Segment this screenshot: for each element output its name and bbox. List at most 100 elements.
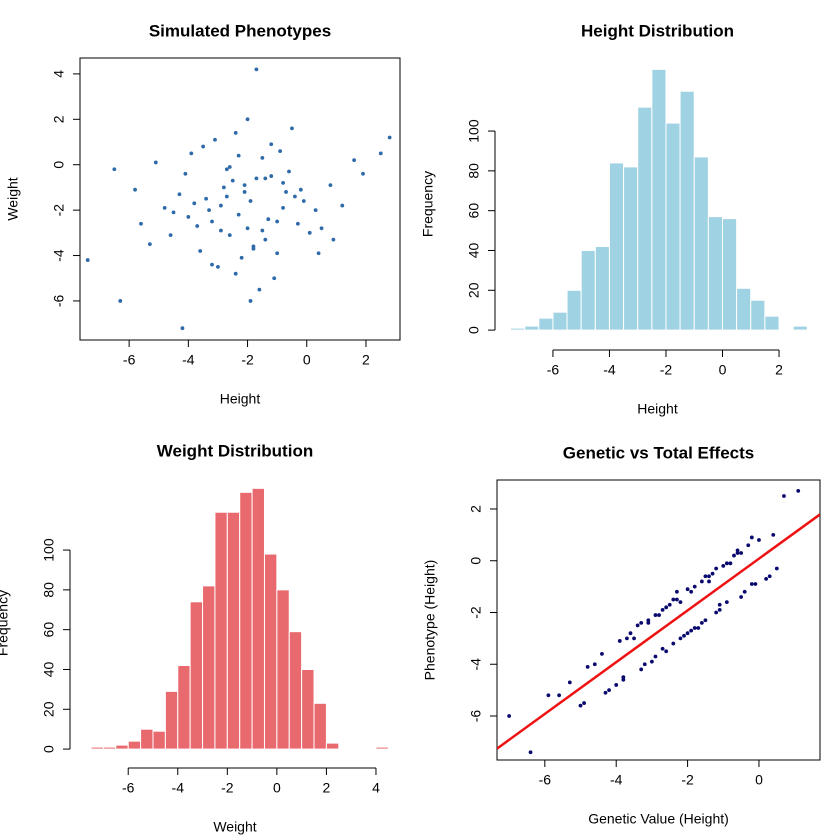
x-tick-label: 2	[362, 352, 370, 368]
point	[703, 574, 708, 579]
bar	[263, 553, 278, 750]
bar	[707, 216, 724, 331]
bar	[276, 589, 290, 750]
x-tick-label: 0	[303, 352, 311, 368]
point	[764, 576, 769, 581]
point	[219, 203, 223, 208]
point	[378, 151, 383, 156]
bar	[164, 690, 179, 750]
point	[204, 196, 209, 201]
point	[275, 251, 280, 256]
point	[617, 639, 622, 643]
point	[266, 217, 271, 222]
point	[284, 190, 288, 194]
point	[710, 571, 715, 576]
y-tick-label: -2	[468, 606, 484, 619]
point	[207, 208, 211, 213]
point	[281, 205, 285, 210]
point	[112, 167, 117, 172]
point	[168, 233, 173, 238]
y-tick-label: 0	[466, 326, 482, 334]
point	[660, 608, 665, 612]
bar	[288, 631, 303, 750]
point	[198, 249, 203, 253]
point	[660, 646, 665, 651]
point	[578, 703, 583, 708]
point	[227, 233, 232, 238]
point	[774, 566, 779, 571]
y-tick-label: 20	[466, 282, 482, 298]
bar	[722, 218, 738, 331]
point	[186, 215, 191, 219]
x-tick-label: -2	[221, 780, 234, 796]
bar	[792, 325, 808, 331]
point	[757, 538, 761, 542]
point	[278, 149, 283, 153]
point	[319, 226, 324, 231]
point	[685, 631, 690, 636]
y-tick-label: 0	[468, 557, 484, 565]
point	[507, 714, 512, 718]
point	[689, 589, 694, 594]
x-tick-label: 0	[755, 772, 763, 788]
point	[742, 589, 747, 594]
point	[139, 221, 143, 226]
point	[248, 199, 253, 203]
x-tick-label: -4	[610, 772, 623, 788]
point	[546, 693, 551, 698]
y-axis-label: Phenotype (Height)	[422, 560, 438, 681]
y-tick-label: -6	[51, 295, 67, 308]
bar	[313, 702, 327, 750]
point	[653, 613, 658, 617]
x-tick-label: 2	[775, 362, 783, 378]
y-tick-label: 100	[41, 538, 57, 562]
point	[600, 652, 604, 656]
x-tick-label: -6	[122, 780, 135, 796]
point	[607, 688, 611, 693]
point	[133, 187, 137, 192]
point	[592, 662, 597, 667]
point	[361, 171, 365, 176]
point	[621, 675, 626, 680]
point	[667, 602, 672, 607]
y-tick-label: 2	[468, 505, 484, 513]
x-tick-label: -4	[603, 362, 616, 378]
point	[180, 326, 185, 331]
y-tick-label: 80	[466, 163, 482, 179]
point	[721, 564, 726, 568]
point	[664, 649, 669, 654]
point	[171, 210, 176, 215]
x-tick-label: 2	[323, 780, 331, 796]
point	[582, 701, 586, 705]
point	[227, 165, 232, 169]
point	[707, 574, 711, 579]
point	[707, 579, 711, 584]
point	[275, 219, 280, 224]
point	[281, 180, 285, 185]
point	[263, 176, 268, 181]
point	[603, 690, 608, 695]
point	[749, 582, 754, 586]
point	[696, 626, 701, 630]
point	[248, 299, 253, 303]
point	[85, 258, 90, 262]
point	[682, 633, 686, 638]
point	[224, 194, 229, 199]
x-axis-label: Height	[637, 401, 678, 417]
point	[714, 610, 719, 615]
point	[301, 199, 306, 203]
bar	[301, 668, 315, 750]
point	[162, 205, 167, 210]
point	[678, 636, 683, 641]
x-axis-label: Weight	[213, 819, 256, 835]
bar	[693, 156, 709, 331]
point	[749, 535, 754, 540]
y-axis-label: Frequency	[420, 171, 436, 237]
x-tick-label: -4	[172, 780, 185, 796]
fit-line	[497, 513, 820, 750]
point	[728, 561, 733, 566]
point	[703, 618, 708, 623]
point	[316, 251, 321, 256]
point	[639, 620, 644, 625]
